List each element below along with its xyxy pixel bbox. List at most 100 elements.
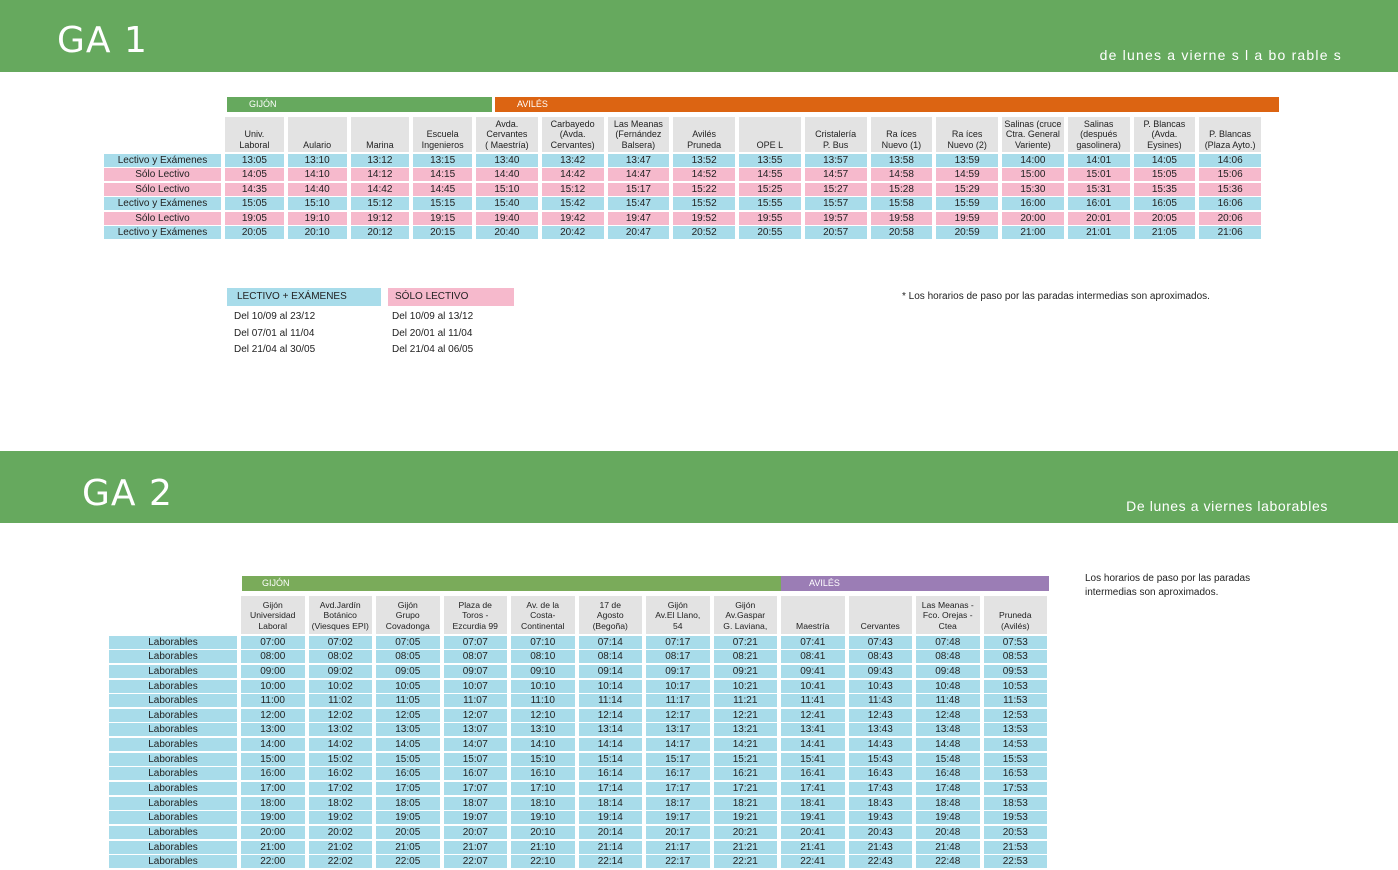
ga2-time-cell: 17:21 (713, 782, 777, 796)
ga2-time-cell: 20:05 (376, 825, 440, 839)
ga1-time-cell: 21:06 (1199, 226, 1261, 239)
ga2-time-cell: 21:43 (848, 840, 912, 854)
ga2-time-cell: 18:05 (376, 796, 440, 810)
ga2-time-cell: 07:14 (578, 635, 642, 649)
ga1-time-cell: 14:52 (673, 168, 735, 181)
ga2-time-cell: 10:21 (713, 679, 777, 693)
ga2-time-cell: 18:00 (241, 796, 305, 810)
ga2-time-cell: 08:43 (848, 650, 912, 664)
ga2-time-cell: 14:10 (511, 738, 575, 752)
ga2-time-cell: 21:07 (443, 840, 507, 854)
ga2-time-cell: 12:43 (848, 708, 912, 722)
ga2-time-cell: 17:05 (376, 782, 440, 796)
ga2-time-cell: 14:48 (916, 738, 980, 752)
ga2-time-cell: 21:05 (376, 840, 440, 854)
ga2-time-cell: 11:21 (713, 694, 777, 708)
ga2-time-cell: 16:41 (781, 767, 845, 781)
ga2-service-days: De lunes a viernes laborables (1126, 498, 1328, 514)
ga1-time-cell: 13:55 (739, 153, 801, 167)
ga2-time-cell: 11:02 (308, 694, 372, 708)
ga1-time-cell: 19:42 (541, 211, 604, 225)
ga2-time-cell: 13:07 (443, 723, 507, 737)
ga1-row-label: Lectivo y Exámenes (104, 197, 221, 210)
ga1-time-cell: 15:57 (804, 197, 867, 210)
ga1-banner: GA 1 de lunes a vierne s l a bo rable s (0, 0, 1398, 72)
ga2-time-cell: 12:41 (781, 708, 845, 722)
ga1-time-cell: 15:01 (1067, 168, 1130, 181)
ga2-time-cell: 21:41 (781, 840, 845, 854)
ga2-time-cell: 10:48 (916, 679, 980, 693)
ga2-time-cell: 11:07 (443, 694, 507, 708)
ga2-time-cell: 10:07 (443, 679, 507, 693)
ga2-time-cell: 10:17 (646, 679, 710, 693)
ga1-time-cell: 15:59 (936, 197, 998, 210)
ga2-stop-header: Gijón Grupo Covadonga (376, 596, 440, 634)
ga2-stop-header: Cervantes (848, 596, 912, 634)
legend-lectivo-examenes-dates: Del 10/09 al 23/12 Del 07/01 al 11/04 Del … (234, 309, 315, 359)
ga1-row-label: Sólo Lectivo (104, 182, 221, 196)
ga1-time-cell: 15:10 (476, 182, 538, 196)
ga2-time-cell: 09:48 (916, 664, 980, 678)
ga2-time-cell: 18:02 (308, 796, 372, 810)
ga1-time-cell: 15:12 (350, 197, 410, 210)
ga2-time-cell: 07:48 (916, 635, 980, 649)
ga1-time-cell: 13:12 (350, 153, 410, 167)
ga2-time-cell: 19:21 (713, 811, 777, 825)
ga2-time-cell: 11:00 (241, 694, 305, 708)
ga2-time-cell: 21:10 (511, 840, 575, 854)
ga2-row-label: Laborables (109, 694, 237, 708)
ga1-time-cell: 20:59 (936, 226, 998, 239)
ga2-time-cell: 15:10 (511, 752, 575, 766)
ga2-time-cell: 18:53 (983, 796, 1047, 810)
ga1-time-cell: 15:22 (673, 182, 735, 196)
ga2-row-label: Laborables (109, 738, 237, 752)
ga1-time-cell: 13:42 (541, 153, 604, 167)
ga2-time-cell: 22:43 (848, 855, 912, 869)
ga2-time-cell: 18:07 (443, 796, 507, 810)
ga1-time-cell: 14:35 (225, 182, 284, 196)
legend-date: Del 10/09 al 23/12 (234, 311, 316, 322)
ga2-time-cell: 07:05 (376, 635, 440, 649)
ga1-stop-header: Salinas (después gasolinera) (1067, 117, 1130, 152)
ga1-time-cell: 19:15 (413, 211, 472, 225)
ga2-time-cell: 08:07 (443, 650, 507, 664)
ga1-stop-header: P. Blancas (Plaza Ayto.) (1199, 117, 1261, 152)
ga1-time-cell: 20:00 (1002, 211, 1064, 225)
ga2-time-cell: 20:41 (781, 825, 845, 839)
ga2-time-cell: 17:17 (646, 782, 710, 796)
ga2-row-label: Laborables (109, 782, 237, 796)
ga1-time-cell: 14:10 (287, 168, 347, 181)
ga1-time-cell: 20:58 (870, 226, 933, 239)
ga2-time-cell: 18:10 (511, 796, 575, 810)
ga1-time-cell: 14:40 (287, 182, 347, 196)
ga2-time-cell: 12:17 (646, 708, 710, 722)
ga2-row-label: Laborables (109, 767, 237, 781)
ga2-time-cell: 14:41 (781, 738, 845, 752)
ga1-time-cell: 16:06 (1199, 197, 1261, 210)
ga1-time-cell: 15:25 (739, 182, 801, 196)
ga1-time-cell: 15:40 (476, 197, 538, 210)
ga2-time-cell: 19:02 (308, 811, 372, 825)
ga1-time-cell: 14:55 (739, 168, 801, 181)
ga2-time-cell: 14:43 (848, 738, 912, 752)
ga1-time-cell: 14:47 (607, 168, 670, 181)
ga1-stop-header: Cristalería P. Bus (804, 117, 867, 152)
ga1-time-cell: 15:31 (1067, 182, 1130, 196)
ga2-time-cell: 19:17 (646, 811, 710, 825)
ga2-time-cell: 20:02 (308, 825, 372, 839)
ga2-row-label: Laborables (109, 664, 237, 678)
ga2-time-cell: 15:17 (646, 752, 710, 766)
ga2-time-cell: 22:41 (781, 855, 845, 869)
ga1-stop-header: Las Meanas (Fernández Balsera) (607, 117, 670, 152)
ga2-time-cell: 09:21 (713, 664, 777, 678)
ga2-time-cell: 22:53 (983, 855, 1047, 869)
ga2-time-cell: 18:48 (916, 796, 980, 810)
ga2-time-cell: 19:41 (781, 811, 845, 825)
ga2-time-cell: 13:10 (511, 723, 575, 737)
ga1-time-cell: 20:10 (287, 226, 347, 239)
ga2-time-cell: 22:07 (443, 855, 507, 869)
ga2-time-cell: 17:10 (511, 782, 575, 796)
ga1-stop-header: Avda. Cervantes ( Maestría) (476, 117, 538, 152)
ga2-time-cell: 08:17 (646, 650, 710, 664)
ga2-time-cell: 07:02 (308, 635, 372, 649)
